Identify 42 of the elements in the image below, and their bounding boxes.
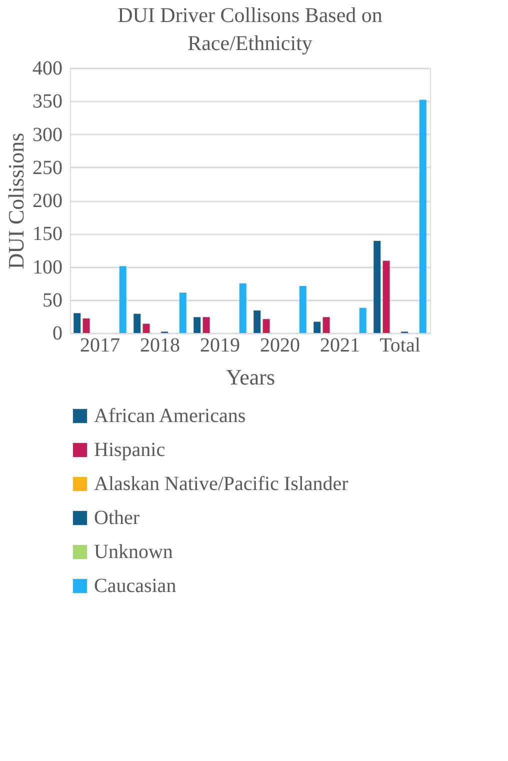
y-tick-label: 100 <box>32 256 62 278</box>
y-tick-label: 200 <box>32 190 62 212</box>
y-tick-label: 350 <box>32 90 62 113</box>
y-tick-label: 50 <box>42 289 62 312</box>
bar <box>142 324 150 333</box>
y-tick-label: 250 <box>32 156 62 179</box>
bar <box>134 314 141 333</box>
y-tick-label: 300 <box>32 124 62 146</box>
x-tick-label: 2021 <box>320 334 360 356</box>
legend-label: Caucasian <box>94 575 176 597</box>
y-axis-title: DUI Colissions <box>4 132 28 270</box>
bar <box>74 313 81 333</box>
bar <box>314 322 321 333</box>
bar <box>299 286 306 333</box>
bar <box>359 308 366 333</box>
x-axis-title: Years <box>226 364 276 390</box>
y-tick-label: 0 <box>52 322 62 344</box>
bar <box>82 318 90 333</box>
bar <box>322 317 330 333</box>
bar <box>179 292 186 333</box>
bar <box>202 317 210 333</box>
x-tick-label: 2019 <box>200 334 240 356</box>
chart-title: DUI Driver Collisons Based on Race/Ethnicity <box>118 3 383 55</box>
legend-label: Unknown <box>94 541 173 563</box>
bar <box>262 319 270 333</box>
x-tick-label: Total <box>380 334 421 356</box>
y-tick-label: 400 <box>32 58 62 80</box>
legend-label: Other <box>94 507 140 529</box>
legend-label: African Americans <box>94 405 246 427</box>
bar <box>194 317 201 333</box>
legend-label: Hispanic <box>94 439 166 461</box>
bar <box>254 310 261 333</box>
bar <box>119 266 126 333</box>
bar <box>374 240 381 333</box>
x-tick-label: 2020 <box>260 334 300 356</box>
bar <box>239 283 246 333</box>
bar <box>382 260 390 333</box>
legend-label: Alaskan Native/Pacific Islander <box>94 473 349 495</box>
x-tick-label: 2017 <box>80 334 120 356</box>
y-tick-label: 150 <box>32 223 62 246</box>
x-tick-label: 2018 <box>140 334 180 356</box>
bar <box>419 100 426 333</box>
